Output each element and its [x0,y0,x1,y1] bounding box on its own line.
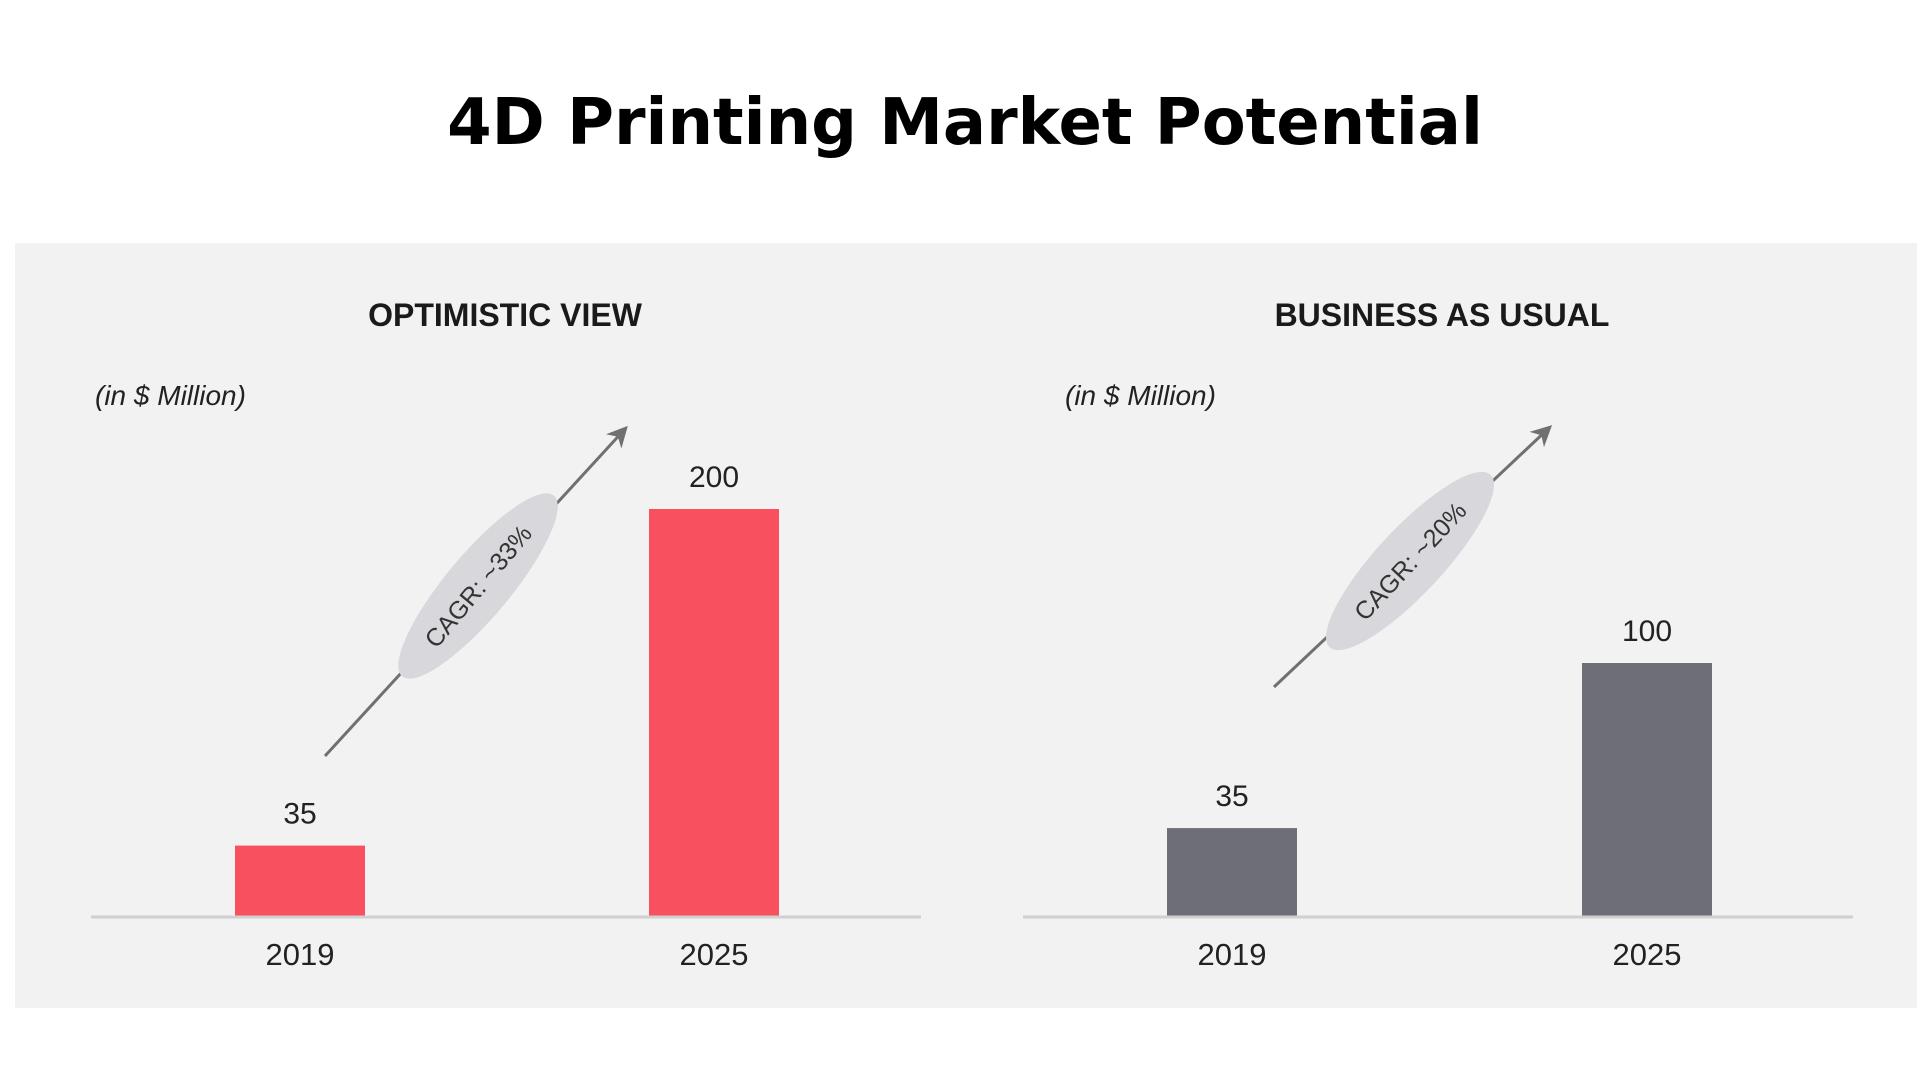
unit-label-business-as-usual: (in $ Million) [1065,380,1216,411]
cagr-ellipse-business-as-usual [1325,471,1495,651]
bars-business-as-usual: 35 2019 100 2025 [1167,615,1712,972]
page-title: 4D Printing Market Potential [447,86,1483,160]
bars-optimistic: 35 2019 200 2025 [235,461,779,972]
bar-business-as-usual-2019 [1167,828,1297,917]
category-label-business-as-usual-2019: 2019 [1198,937,1267,972]
category-label-optimistic-2019: 2019 [266,937,335,972]
charts-svg: OPTIMISTIC VIEW (in $ Million) 35 2019 200… [91,297,1853,972]
value-label-business-as-usual-2019: 35 [1215,780,1248,813]
category-label-business-as-usual-2025: 2025 [1613,937,1682,972]
unit-label-optimistic: (in $ Million) [95,380,246,411]
category-label-optimistic-2025: 2025 [680,937,749,972]
bar-optimistic-2025 [649,509,779,917]
bar-business-as-usual-2025 [1582,663,1712,917]
charts-panel: OPTIMISTIC VIEW (in $ Million) 35 2019 200… [15,243,1917,1008]
cagr-ellipse-optimistic [398,493,558,679]
value-label-business-as-usual-2025: 100 [1622,615,1672,648]
bar-optimistic-2019 [235,845,365,917]
chart-title-business-as-usual: BUSINESS AS USUAL [1275,297,1610,333]
chart-title-optimistic: OPTIMISTIC VIEW [368,297,643,333]
chart-optimistic: OPTIMISTIC VIEW (in $ Million) 35 2019 200… [91,297,921,972]
chart-business-as-usual: BUSINESS AS USUAL (in $ Million) 35 2019 1… [1023,297,1853,972]
value-label-optimistic-2025: 200 [689,461,739,494]
value-label-optimistic-2019: 35 [283,798,316,831]
